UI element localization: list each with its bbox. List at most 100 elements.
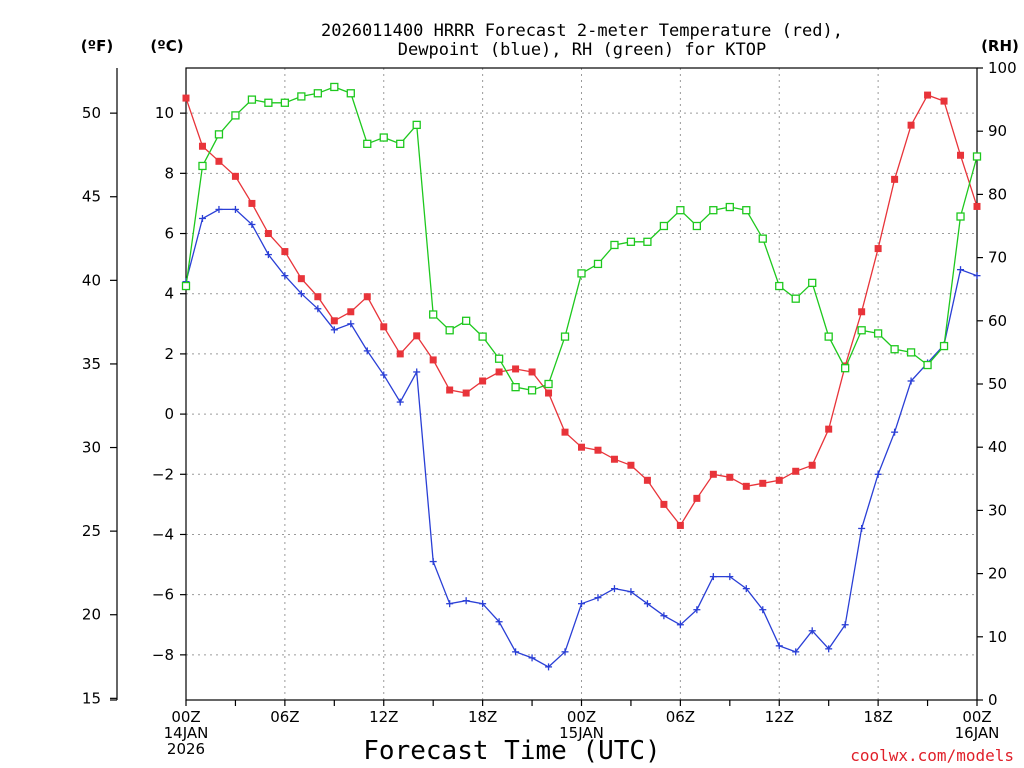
rh-point bbox=[511, 383, 520, 392]
rh-tick-label: 80 bbox=[988, 185, 1007, 203]
dewpoint-point bbox=[198, 214, 206, 222]
rh-point bbox=[396, 139, 405, 148]
rh-series bbox=[181, 82, 982, 395]
dewpoint-point bbox=[891, 428, 899, 436]
x-tick-label: 06Z bbox=[666, 708, 695, 726]
temperature-point bbox=[874, 245, 882, 253]
temperature-point bbox=[643, 476, 651, 484]
temperature-point bbox=[610, 455, 618, 463]
rh-point bbox=[461, 316, 471, 325]
rh-point bbox=[445, 326, 454, 335]
temperature-point bbox=[462, 389, 470, 397]
rh-point bbox=[643, 237, 652, 246]
rh-tick-label: 70 bbox=[988, 249, 1007, 267]
x-tick-label: 14JAN bbox=[164, 724, 209, 742]
celsius-tick-label: 6 bbox=[164, 225, 174, 243]
rh-point bbox=[758, 234, 767, 243]
temperature-point bbox=[495, 368, 503, 376]
rh-unit-label: (RH) bbox=[981, 37, 1019, 55]
temperature-point bbox=[528, 368, 536, 376]
dewpoint-point bbox=[693, 606, 701, 614]
temperature-point bbox=[231, 172, 239, 180]
temperature-point bbox=[742, 482, 750, 490]
rh-point bbox=[939, 341, 949, 351]
rh-point bbox=[808, 278, 817, 288]
rh-point bbox=[560, 332, 570, 341]
rh-point bbox=[709, 206, 718, 215]
dewpoint-point bbox=[874, 470, 882, 478]
temperature-point bbox=[693, 494, 701, 502]
rh-point bbox=[494, 354, 504, 363]
rh-point bbox=[379, 133, 388, 142]
rh-point bbox=[181, 281, 191, 291]
data-series bbox=[181, 82, 982, 671]
dewpoint-point bbox=[742, 585, 750, 593]
rh-point bbox=[923, 360, 932, 370]
temperature-point bbox=[858, 308, 866, 316]
temperature-point bbox=[957, 151, 965, 159]
dewpoint-point bbox=[347, 320, 355, 328]
dewpoint-point bbox=[841, 621, 849, 629]
temperature-point bbox=[198, 142, 206, 150]
dewpoint-point bbox=[792, 648, 800, 656]
dewpoint-point bbox=[578, 600, 585, 608]
rh-point bbox=[544, 379, 553, 389]
temperature-point bbox=[924, 91, 932, 99]
temperature-series bbox=[182, 91, 981, 529]
dewpoint-point bbox=[413, 368, 421, 376]
x-tick-label: 00Z bbox=[171, 708, 200, 726]
temperature-point bbox=[297, 275, 305, 283]
dewpoint-point bbox=[495, 618, 503, 626]
celsius-tick-label: −6 bbox=[152, 586, 174, 604]
temperature-point bbox=[396, 350, 404, 358]
dewpoint-point bbox=[808, 627, 816, 635]
rh-point bbox=[610, 240, 619, 250]
fahrenheit-tick-label: 40 bbox=[82, 271, 101, 289]
rh-point bbox=[330, 82, 339, 92]
rh-point bbox=[890, 345, 899, 354]
chart-title-line2: Dewpoint (blue), RH (green) for KTOP bbox=[398, 40, 766, 60]
temperature-point bbox=[314, 293, 322, 301]
credit-text: coolwx.com/models bbox=[850, 746, 1014, 765]
chart-title-line1: 2026011400 HRRR Forecast 2-meter Tempera… bbox=[321, 21, 843, 41]
temperature-point bbox=[627, 461, 635, 469]
fahrenheit-tick-label: 25 bbox=[82, 522, 101, 540]
temperature-point bbox=[182, 94, 190, 102]
dewpoint-point bbox=[363, 347, 371, 355]
dewpoint-point bbox=[248, 220, 256, 228]
fahrenheit-tick-label: 15 bbox=[82, 689, 101, 707]
dewpoint-point bbox=[512, 648, 520, 656]
dewpoint-point bbox=[561, 648, 569, 656]
dewpoint-point bbox=[907, 377, 915, 385]
rh-point bbox=[214, 130, 224, 139]
dewpoint-point bbox=[264, 251, 272, 259]
temperature-point bbox=[891, 175, 899, 183]
x-tick-label: 18Z bbox=[863, 708, 892, 726]
temperature-point bbox=[347, 308, 355, 316]
rh-point bbox=[725, 202, 734, 212]
rh-point bbox=[346, 89, 355, 98]
fahrenheit-tick-label: 45 bbox=[82, 188, 101, 206]
dewpoint-point bbox=[545, 663, 553, 671]
temperature-point bbox=[248, 199, 256, 207]
temperature-point bbox=[446, 386, 454, 394]
rh-tick-label: 40 bbox=[988, 438, 1007, 456]
rh-point bbox=[873, 329, 883, 338]
rh-point bbox=[659, 221, 669, 231]
temperature-point bbox=[940, 97, 948, 105]
rh-tick-label: 20 bbox=[988, 565, 1007, 583]
rh-point bbox=[198, 161, 207, 171]
x-tick-label: 15JAN bbox=[559, 724, 604, 742]
celsius-tick-label: 10 bbox=[155, 104, 174, 122]
x-axis-label: Forecast Time (UTC) bbox=[363, 736, 660, 766]
rh-point bbox=[231, 111, 240, 120]
dewpoint-point bbox=[380, 371, 388, 379]
temperature-point bbox=[429, 356, 437, 364]
x-tick-label: 18Z bbox=[468, 708, 497, 726]
dewpoint-point bbox=[660, 612, 668, 620]
temperature-point bbox=[380, 323, 388, 331]
rh-point bbox=[297, 92, 306, 101]
temperature-point bbox=[578, 443, 585, 451]
temperature-point bbox=[594, 446, 602, 454]
